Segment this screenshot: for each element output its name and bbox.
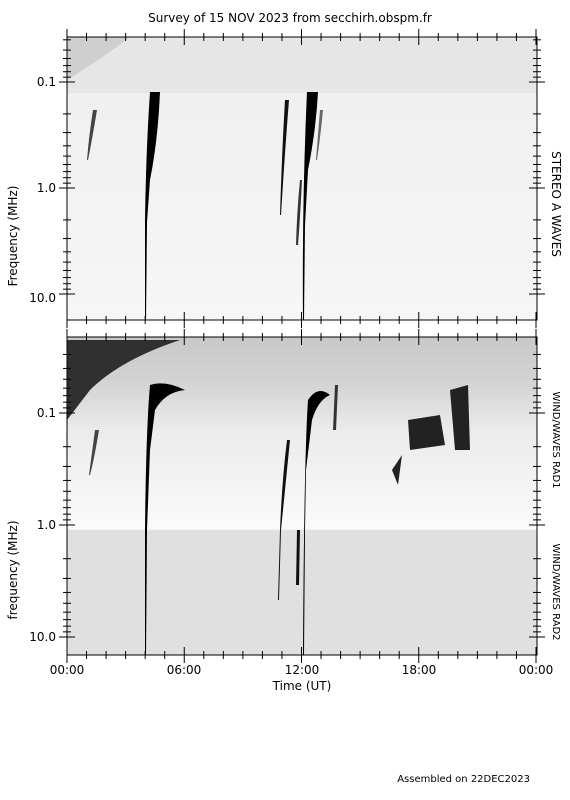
x-tick-label: 00:00 xyxy=(519,663,554,677)
tick-marks xyxy=(59,29,545,663)
x-tick-label: 12:00 xyxy=(285,663,320,677)
y-tick-label: 0.1 xyxy=(37,75,56,89)
title: Survey of 15 NOV 2023 from secchirh.obsp… xyxy=(148,11,432,25)
y-axis-label: Frequency (MHz) xyxy=(6,186,20,287)
y-tick-label: 1.0 xyxy=(37,181,56,195)
x-tick-label: 06:00 xyxy=(167,663,202,677)
y-tick-label: 10.0 xyxy=(29,291,56,305)
x-tick-label: 00:00 xyxy=(50,663,85,677)
y-tick-label: 1.0 xyxy=(37,518,56,532)
footer: Assembled on 22DEC2023 xyxy=(397,774,530,785)
y-axis-label: frequency (MHz) xyxy=(6,520,20,619)
spectrogram-2 xyxy=(67,337,537,655)
x-tick-label: 18:00 xyxy=(402,663,437,677)
instrument-label: WIND/WAVES RAD1 xyxy=(550,391,561,488)
instrument-label: WIND/WAVES RAD2 xyxy=(550,543,561,640)
y-tick-label: 10.0 xyxy=(29,630,56,644)
y-tick-label: 0.1 xyxy=(37,406,56,420)
x-axis-label: Time (UT) xyxy=(272,679,332,693)
instrument-label: STEREO A WAVES xyxy=(549,151,563,257)
spectrogram-1 xyxy=(67,37,537,320)
